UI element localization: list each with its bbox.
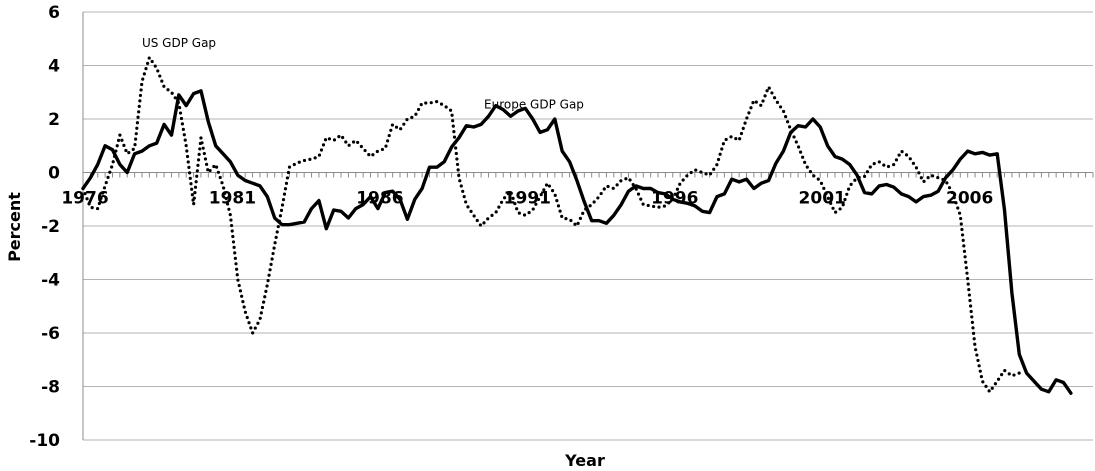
x-tick-label: 1991: [504, 189, 551, 209]
us-gdp-gap-line: [81, 55, 1021, 394]
annotations: US GDP Gap Europe GDP Gap: [142, 36, 584, 112]
y-tick-label: -2: [41, 217, 60, 237]
gridlines: [82, 11, 1093, 441]
y-tick-labels: 6 4 2 0 -2 -4 -6 -8 -10: [29, 3, 60, 451]
y-tick-label: 6: [48, 3, 60, 23]
series-annotation: Europe GDP Gap: [484, 97, 584, 111]
x-axis-title: Year: [564, 451, 605, 470]
europe-gdp-gap-line: [81, 89, 1073, 395]
y-tick-label: 0: [48, 164, 60, 184]
x-axis: [82, 172, 1094, 178]
x-tick-labels: 1976 1981 1986 1991 1996 2001 2006: [61, 189, 993, 209]
y-tick-label: 2: [48, 110, 60, 130]
x-tick-label: 1976: [61, 189, 108, 209]
series-annotation: US GDP Gap: [142, 36, 216, 50]
y-tick-label: -6: [41, 324, 60, 344]
y-axis-title: Percent: [5, 192, 24, 262]
y-tick-label: -8: [41, 378, 60, 398]
x-tick-label: 1996: [651, 189, 698, 209]
x-tick-label: 1986: [356, 189, 403, 209]
x-tick-label: 2001: [799, 189, 846, 209]
x-tick-label: 2006: [946, 189, 993, 209]
y-tick-label: -4: [41, 271, 60, 291]
series-lines: [81, 55, 1073, 395]
y-tick-label: 4: [48, 57, 60, 77]
x-tick-label: 1981: [209, 189, 256, 209]
y-tick-label: -10: [29, 431, 60, 451]
